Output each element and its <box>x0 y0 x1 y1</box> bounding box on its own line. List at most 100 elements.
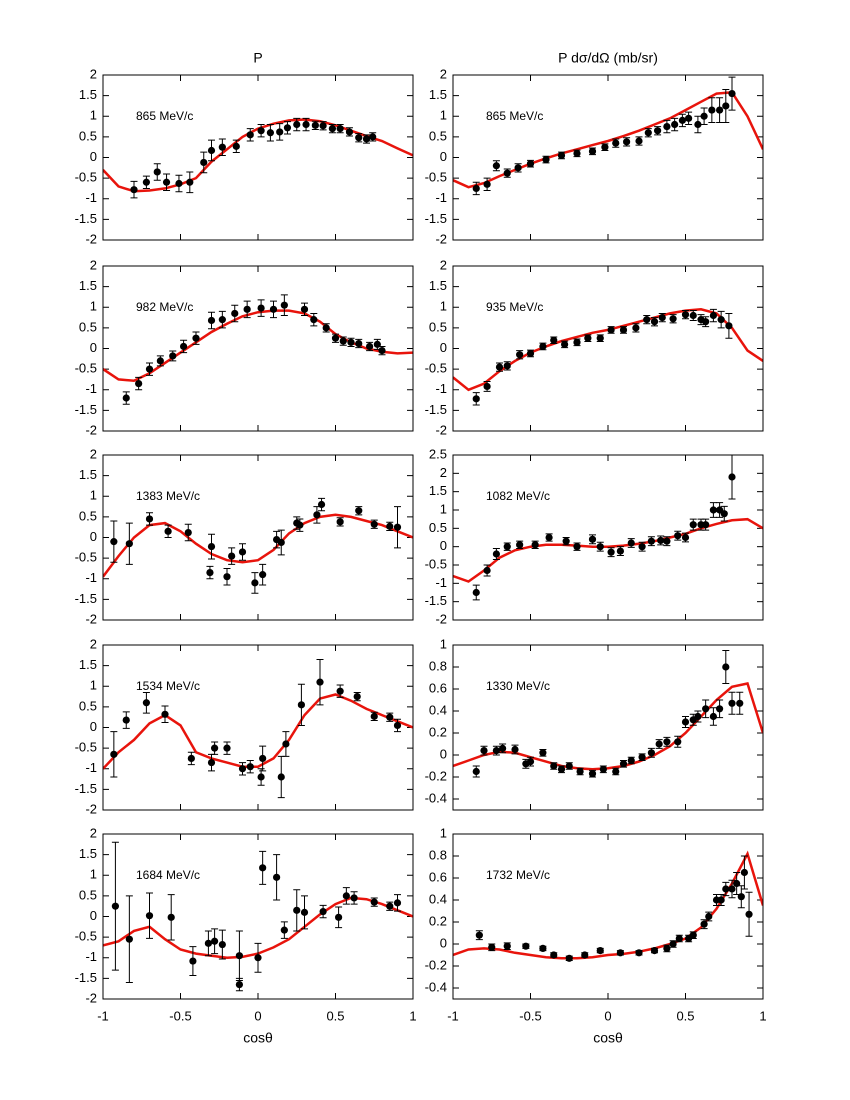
data-point <box>495 363 504 371</box>
data-point <box>189 957 197 965</box>
y-tick-label: -0.2 <box>425 768 447 783</box>
data-point <box>709 506 718 514</box>
y-tick-label: -1.5 <box>425 593 447 608</box>
y-tick-label: 0 <box>440 538 447 553</box>
data-point <box>257 304 265 312</box>
panel-title: P <box>253 50 262 66</box>
data-point <box>235 952 243 960</box>
data-point <box>342 892 350 900</box>
data-point <box>480 747 488 755</box>
data-point <box>638 753 646 761</box>
data-point <box>238 548 247 556</box>
y-tick-label: 0.6 <box>429 680 447 695</box>
data-point <box>110 750 118 758</box>
data-point <box>499 744 507 753</box>
y-tick-label: -2 <box>85 990 97 1005</box>
data-point <box>596 947 604 955</box>
data-point <box>681 533 690 542</box>
annotation: 865 MeV/c <box>486 109 543 123</box>
plot-frame <box>102 644 414 811</box>
y-tick-label: 2 <box>90 825 97 840</box>
data-point <box>573 338 581 346</box>
data-point <box>550 336 558 344</box>
data-point <box>678 116 687 124</box>
annotation: 982 MeV/c <box>136 300 193 314</box>
data-point <box>347 338 355 346</box>
y-tick-label: 0 <box>90 340 97 355</box>
data-point <box>740 868 749 877</box>
data-point <box>393 523 402 531</box>
data-point <box>708 106 716 114</box>
data-point <box>206 568 214 577</box>
y-tick-label: -1.5 <box>75 970 97 985</box>
data-point <box>135 379 143 388</box>
data-point <box>378 346 386 355</box>
data-point <box>717 316 725 324</box>
y-tick-label: -2 <box>435 231 447 246</box>
data-point <box>694 120 702 129</box>
plot-frame <box>102 265 414 432</box>
y-tick-label: -1 <box>85 381 97 396</box>
data-point <box>700 112 708 120</box>
data-point <box>228 552 236 560</box>
data-point <box>588 147 597 155</box>
y-tick-label: 1 <box>440 501 447 516</box>
data-point <box>619 326 628 334</box>
plot-frame <box>102 74 414 241</box>
y-tick-label: -1 <box>85 190 97 205</box>
y-tick-label: -0.2 <box>425 957 447 972</box>
model-curve <box>453 517 763 583</box>
data-point <box>370 520 378 528</box>
data-point <box>251 579 259 587</box>
data-point <box>663 122 671 131</box>
data-point <box>235 980 243 989</box>
data-point <box>531 541 539 549</box>
data-point <box>223 573 231 581</box>
y-tick-label: 1 <box>90 108 97 123</box>
data-point <box>331 334 340 342</box>
y-tick-label: 1 <box>440 108 447 123</box>
y-tick-label: 2 <box>440 66 447 81</box>
data-point <box>503 169 511 177</box>
data-point <box>175 179 183 188</box>
data-point <box>644 129 652 137</box>
data-point <box>663 944 671 953</box>
data-point <box>681 718 690 726</box>
data-point <box>246 763 254 771</box>
data-point <box>282 740 290 748</box>
data-point <box>276 128 284 136</box>
y-tick-label: 0.5 <box>429 319 447 334</box>
data-point <box>616 949 625 957</box>
x-tick-label: -0.5 <box>519 1008 541 1023</box>
data-point <box>573 149 581 157</box>
data-point <box>125 540 133 548</box>
data-point <box>386 522 394 530</box>
y-tick-label: 0.2 <box>429 913 447 928</box>
y-tick-label: 1.5 <box>79 278 97 293</box>
data-point <box>514 164 522 172</box>
data-point <box>259 754 267 763</box>
y-tick-label: 1 <box>440 636 447 651</box>
data-point <box>223 744 231 752</box>
data-point <box>627 539 635 547</box>
data-point <box>720 510 728 518</box>
data-point <box>316 678 324 686</box>
x-tick-label: 1 <box>759 1008 766 1023</box>
data-point <box>737 893 745 901</box>
y-tick-label: -2 <box>85 231 97 246</box>
data-point <box>601 143 609 151</box>
data-point <box>728 89 736 98</box>
data-point <box>657 536 665 545</box>
data-point <box>297 701 305 709</box>
plot-frame <box>452 644 764 811</box>
data-point <box>674 532 682 540</box>
y-tick-label: 1.5 <box>79 846 97 861</box>
data-point <box>164 527 172 535</box>
data-point <box>122 716 130 724</box>
data-point <box>336 518 344 526</box>
annotation: 1684 MeV/c <box>136 868 200 882</box>
y-tick-label: 0 <box>440 935 447 950</box>
data-point <box>709 311 718 320</box>
data-point <box>522 942 530 950</box>
data-point <box>483 566 491 575</box>
